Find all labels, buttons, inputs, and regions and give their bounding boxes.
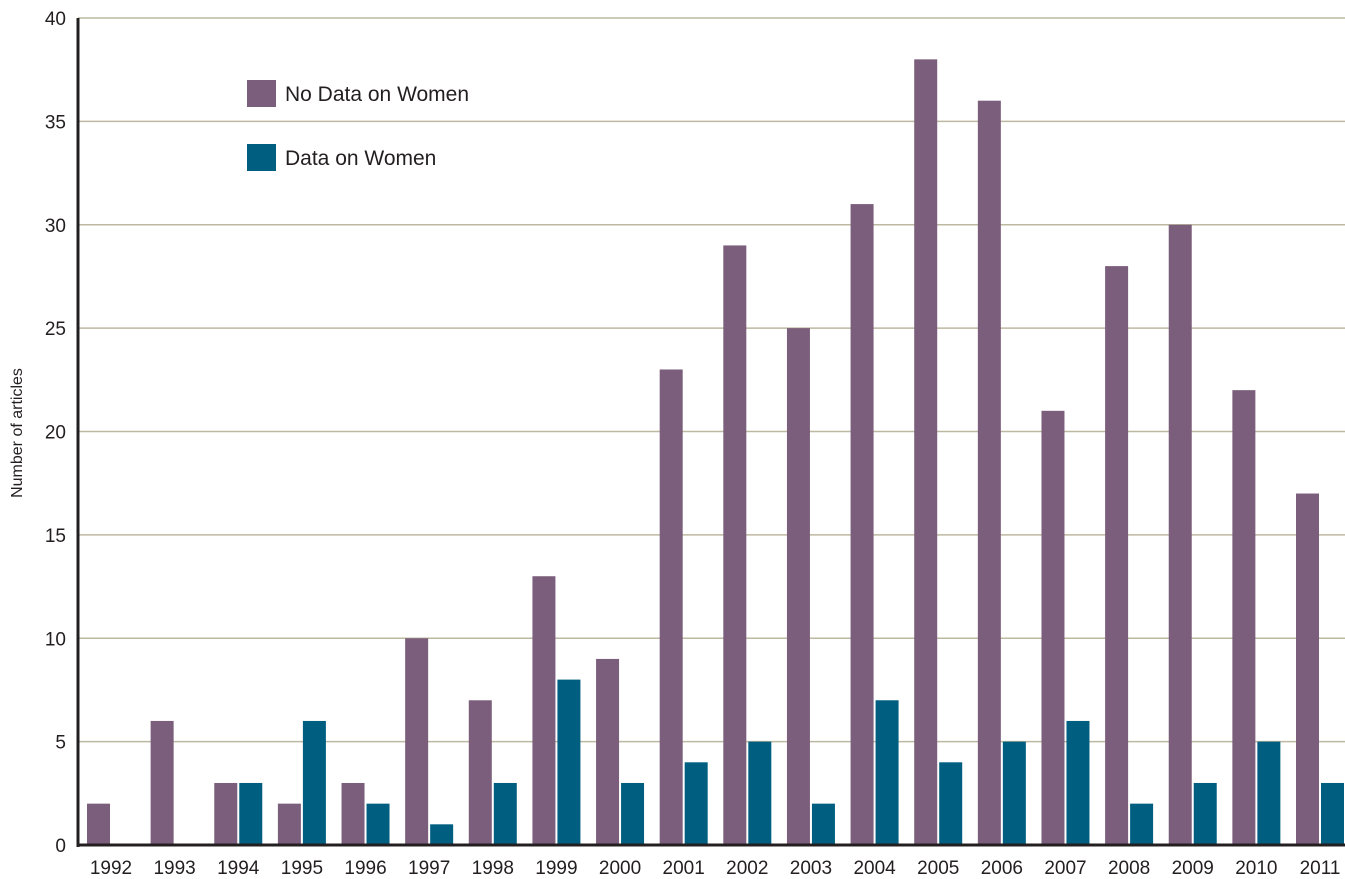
bar-data-on-women-2006 <box>1002 741 1026 845</box>
y-tick-label: 25 <box>45 319 66 340</box>
bar-data-on-women-2011 <box>1321 782 1344 845</box>
x-tick-label: 1995 <box>281 858 323 879</box>
x-tick-label: 2000 <box>599 858 641 879</box>
bar-data-on-women-2008 <box>1130 803 1154 845</box>
bar-data-on-women-2003 <box>811 803 835 845</box>
y-axis-title: Number of articles <box>9 368 26 498</box>
x-tick-label: 2009 <box>1172 858 1214 879</box>
bar-data-on-women-2009 <box>1193 782 1217 845</box>
legend-swatch-data-on-women <box>247 144 276 171</box>
y-tick-label: 20 <box>45 423 66 444</box>
x-tick-label: 2002 <box>726 858 768 879</box>
x-tick-label: 2004 <box>853 858 896 879</box>
bar-no-data-on-women-2004 <box>850 204 874 845</box>
bar-data-on-women-2004 <box>875 700 899 845</box>
bar-no-data-on-women-2008 <box>1105 266 1129 846</box>
bar-no-data-on-women-1997 <box>405 638 429 845</box>
bar-data-on-women-1998 <box>493 782 517 845</box>
x-tick-label: 1996 <box>344 858 386 879</box>
bar-no-data-on-women-1995 <box>277 803 301 845</box>
bar-no-data-on-women-1998 <box>468 700 492 845</box>
bar-no-data-on-women-1999 <box>532 576 556 845</box>
bar-no-data-on-women-2000 <box>596 658 620 845</box>
bar-data-on-women-1996 <box>366 803 390 845</box>
bar-no-data-on-women-2009 <box>1168 224 1192 845</box>
y-tick-label: 10 <box>45 629 66 650</box>
bar-data-on-women-1997 <box>430 824 454 845</box>
bar-data-on-women-2001 <box>684 762 708 845</box>
x-tick-label: 1993 <box>153 858 195 879</box>
y-tick-label: 35 <box>45 112 66 133</box>
x-tick-label: 1997 <box>408 858 450 879</box>
x-tick-label: 1999 <box>535 858 577 879</box>
bar-data-on-women-2005 <box>939 762 963 845</box>
bar-no-data-on-women-2006 <box>977 100 1001 845</box>
legend-label: No Data on Women <box>285 83 469 106</box>
x-tick-label: 2006 <box>981 858 1023 879</box>
x-tick-label: 2010 <box>1235 858 1277 879</box>
x-tick-label: 2011 <box>1300 858 1341 879</box>
bar-data-on-women-2002 <box>748 741 772 845</box>
y-tick-label: 15 <box>45 526 66 547</box>
x-tick-label: 2005 <box>917 858 959 879</box>
bar-no-data-on-women-2010 <box>1232 390 1256 845</box>
bar-no-data-on-women-1993 <box>150 720 174 845</box>
x-tick-labels: 1992 1993 1994 1995 1996 1997 1998 1999 2000 2001… <box>90 858 1341 879</box>
bar-no-data-on-women-2005 <box>914 59 938 846</box>
bar-data-on-women-1994 <box>239 782 263 845</box>
bar-no-data-on-women-1994 <box>214 782 238 845</box>
y-tick-labels: 0 5 10 15 20 25 30 35 40 <box>45 9 66 857</box>
axes <box>76 18 1345 847</box>
x-tick-label: 1994 <box>217 858 260 879</box>
bars <box>87 59 1344 846</box>
bar-no-data-on-women-2007 <box>1041 410 1065 845</box>
y-tick-label: 5 <box>55 733 66 754</box>
gridlines <box>78 17 1345 743</box>
y-tick-label: 0 <box>55 836 66 857</box>
x-tick-label: 2007 <box>1044 858 1086 879</box>
legend: No Data on Women Data on Women <box>247 80 469 171</box>
bar-data-on-women-1995 <box>302 720 326 845</box>
x-tick-label: 2008 <box>1108 858 1150 879</box>
x-tick-label: 1992 <box>90 858 132 879</box>
bar-no-data-on-women-2001 <box>659 369 683 845</box>
x-tick-label: 2003 <box>790 858 832 879</box>
bar-no-data-on-women-1996 <box>341 782 365 845</box>
bar-data-on-women-2000 <box>621 782 645 845</box>
legend-label: Data on Women <box>285 147 436 170</box>
bar-data-on-women-2007 <box>1066 720 1090 845</box>
y-tick-label: 30 <box>45 216 66 237</box>
bar-data-on-women-2010 <box>1257 741 1281 845</box>
bar-no-data-on-women-2003 <box>786 328 810 845</box>
bar-no-data-on-women-2002 <box>723 245 747 846</box>
bar-no-data-on-women-2011 <box>1296 493 1319 845</box>
bar-no-data-on-women-1992 <box>87 803 110 845</box>
x-tick-label: 1998 <box>472 858 514 879</box>
bar-data-on-women-1999 <box>557 679 581 845</box>
y-tick-label: 40 <box>45 9 66 30</box>
x-tick-label: 2001 <box>663 858 705 879</box>
legend-swatch-no-data-on-women <box>247 80 276 107</box>
